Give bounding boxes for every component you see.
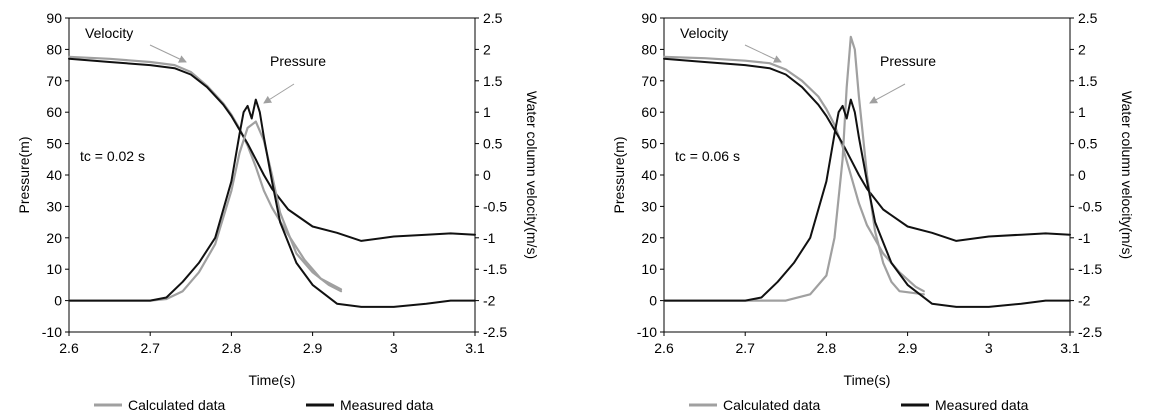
y2-tick-label: -2.5 [1078, 324, 1102, 340]
x-tick-label: 2.6 [59, 340, 79, 356]
x-axis-label: Time(s) [844, 372, 891, 388]
y2-tick-label: 0 [1078, 167, 1086, 183]
pressure-annotation: Pressure [270, 53, 326, 69]
measured-velocity-line [663, 57, 1071, 242]
y2-tick-label: -2 [1078, 293, 1091, 309]
x-axis-label: Time(s) [249, 372, 296, 388]
y2-tick-label: 0 [483, 167, 491, 183]
legend: Calculated data Measured data [94, 397, 434, 413]
y2-tick-label: 0.5 [1078, 136, 1098, 152]
y-tick-label: 80 [641, 41, 657, 57]
tc-annotation: tc = 0.02 s [80, 148, 145, 164]
x-tick-label: 2.6 [654, 340, 674, 356]
legend-measured-label: Measured data [340, 397, 434, 413]
measured-pressure-line [68, 98, 476, 308]
calculated-pressure-line [662, 35, 925, 302]
pressure-annotation: Pressure [880, 53, 936, 69]
y-tick-label: 10 [46, 261, 62, 277]
pressure-arrow [263, 83, 295, 104]
tc-annotation: tc = 0.06 s [675, 148, 740, 164]
y2-tick-label: -1.5 [483, 261, 507, 277]
y2-tick-label: -2 [483, 293, 496, 309]
y-tick-label: 30 [641, 198, 657, 214]
velocity-annotation: Velocity [85, 25, 133, 41]
y2-tick-label: -0.5 [483, 198, 507, 214]
y-axis-label: Pressure(m) [16, 136, 32, 213]
y2-axis-label: Water column velocity(m/s) [1119, 91, 1135, 259]
y-tick-label: 40 [46, 167, 62, 183]
y2-tick-label: -1 [1078, 230, 1091, 246]
pressure-arrow [869, 83, 906, 104]
y-tick-label: 60 [641, 104, 657, 120]
y-tick-label: -10 [42, 324, 62, 340]
legend-calculated-label: Calculated data [128, 397, 226, 413]
y2-tick-label: 2.5 [1078, 10, 1098, 26]
y-tick-label: -10 [637, 324, 657, 340]
y2-axis-label: Water column velocity(m/s) [524, 91, 540, 259]
y-tick-label: 50 [46, 136, 62, 152]
x-tick-label: 2.7 [735, 340, 755, 356]
y-tick-label: 10 [641, 261, 657, 277]
y2-tick-label: 2 [1078, 41, 1086, 57]
y-tick-label: 30 [46, 198, 62, 214]
y2-tick-label: -0.5 [1078, 198, 1102, 214]
y-tick-label: 0 [54, 293, 62, 309]
legend-measured-label: Measured data [935, 397, 1029, 413]
y-tick-label: 70 [641, 73, 657, 89]
x-tick-label: 2.8 [222, 340, 242, 356]
y2-tick-label: 2 [483, 41, 491, 57]
y-tick-label: 50 [641, 136, 657, 152]
y2-tick-label: 2.5 [483, 10, 503, 26]
calculated-velocity-line [662, 55, 925, 293]
y2-tick-label: 1 [1078, 104, 1086, 120]
velocity-arrow [744, 44, 782, 63]
y2-tick-label: -1 [483, 230, 496, 246]
x-tick-label: 3 [390, 340, 398, 356]
x-tick-label: 2.9 [898, 340, 918, 356]
x-tick-label: 3.1 [1060, 340, 1080, 356]
y-tick-label: 90 [641, 10, 657, 26]
y-axis-label: Pressure(m) [611, 136, 627, 213]
measured-pressure-line [663, 98, 1071, 308]
x-tick-label: 2.9 [303, 340, 323, 356]
legend-calculated-label: Calculated data [723, 397, 821, 413]
y-tick-label: 70 [46, 73, 62, 89]
velocity-arrow [149, 44, 187, 63]
x-tick-label: 2.7 [140, 340, 160, 356]
y2-tick-label: -1.5 [1078, 261, 1102, 277]
chart-panel-2: -10 0 10 20 30 40 50 60 70 80 90 -2.5 -2 -1.5 -1 -0.5 0 0… [611, 10, 1135, 413]
measured-velocity-line [68, 57, 476, 242]
chart-panel-1: -10 0 10 20 30 40 50 60 70 80 90 -2.5 -2 -1.5 -1 -0.5 0 0… [16, 10, 540, 413]
x-tick-label: 2.8 [817, 340, 837, 356]
y2-tick-label: 0.5 [483, 136, 503, 152]
y-tick-label: 40 [641, 167, 657, 183]
y2-tick-label: 1 [483, 104, 491, 120]
y-tick-label: 20 [46, 230, 62, 246]
legend: Calculated data Measured data [689, 397, 1029, 413]
y-tick-label: 0 [649, 293, 657, 309]
velocity-annotation: Velocity [680, 25, 728, 41]
y-tick-label: 90 [46, 10, 62, 26]
y2-tick-label: 1.5 [1078, 73, 1098, 89]
y-tick-label: 60 [46, 104, 62, 120]
y-tick-label: 80 [46, 41, 62, 57]
x-tick-label: 3.1 [465, 340, 485, 356]
y2-tick-label: 1.5 [483, 73, 503, 89]
calculated-pressure-line [67, 120, 343, 302]
y2-tick-label: -2.5 [483, 324, 507, 340]
x-tick-label: 3 [985, 340, 993, 356]
y-tick-label: 20 [641, 230, 657, 246]
